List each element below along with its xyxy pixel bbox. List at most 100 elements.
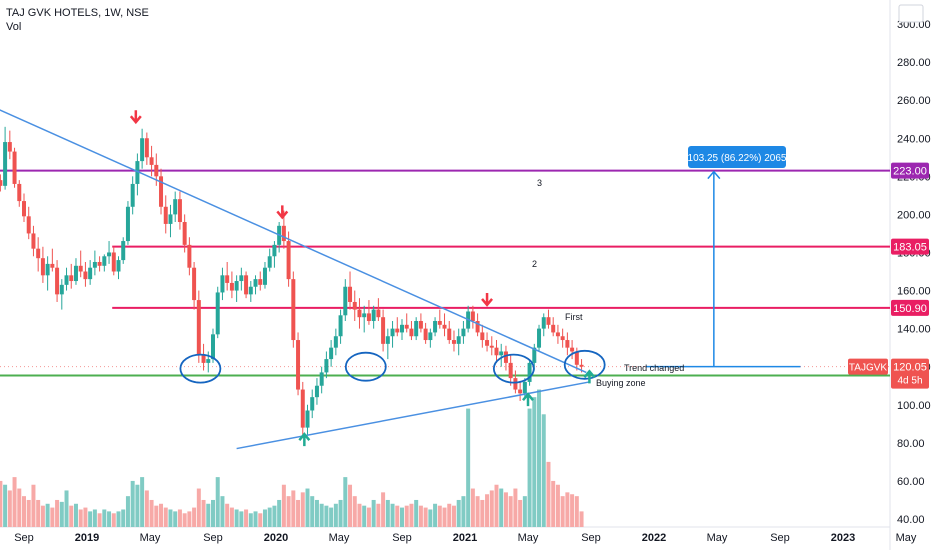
- volume-bar: [192, 507, 197, 527]
- candle-body: [461, 328, 466, 337]
- price-tick-label: 260.00: [897, 95, 931, 107]
- volume-bar: [555, 484, 560, 527]
- candle-body: [17, 183, 22, 202]
- volume-bar: [366, 507, 371, 527]
- symbol-tag: [848, 358, 888, 375]
- volume-bar: [376, 503, 381, 527]
- volume-bar: [348, 484, 353, 527]
- candle-body: [300, 389, 305, 428]
- volume-bar: [579, 511, 584, 527]
- volume-bar: [262, 509, 267, 527]
- candle-body: [565, 340, 570, 348]
- volume-bar: [277, 499, 282, 527]
- volume-bar: [570, 494, 575, 527]
- candle-body: [475, 321, 480, 333]
- volume-bar: [291, 490, 296, 527]
- symbol-label: TAJGVK: [849, 363, 887, 374]
- volume-bar: [36, 499, 41, 527]
- volume-bar: [182, 513, 187, 527]
- volume-bar: [187, 511, 192, 527]
- volume-bar: [494, 484, 499, 527]
- candle-body: [229, 282, 234, 291]
- candle-body: [149, 157, 154, 165]
- price-tick-label: 280.00: [897, 57, 931, 69]
- candle-body: [192, 267, 197, 301]
- trendline-ascending-support[interactable]: [236, 381, 590, 450]
- time-tick-label: Sep: [392, 532, 412, 544]
- time-tick-label: May: [896, 532, 917, 544]
- up-arrow-icon: [583, 369, 596, 384]
- candle-body: [253, 279, 258, 287]
- volume-bar: [135, 484, 140, 527]
- volume-bar: [574, 496, 579, 527]
- candle-body: [88, 267, 93, 280]
- volume-bar: [111, 513, 116, 527]
- candle-body: [489, 345, 494, 348]
- candle-body: [206, 359, 211, 363]
- time-tick-label: 2022: [642, 532, 666, 544]
- measure-label-box[interactable]: [688, 146, 786, 168]
- candle-body: [144, 138, 149, 158]
- time-tick-label: Sep: [581, 532, 601, 544]
- volume-bar: [362, 505, 367, 527]
- candle-body: [36, 248, 41, 259]
- level-price-tag-223.00: [891, 162, 929, 179]
- volume-bar: [395, 505, 400, 527]
- candle-body: [234, 281, 239, 291]
- candle-body: [343, 286, 348, 316]
- volume-bar: [381, 492, 386, 527]
- candle-body: [130, 183, 135, 207]
- volume-bar: [7, 490, 12, 527]
- volume-bar: [522, 496, 527, 527]
- annotation-trend-changed: Trend changed: [624, 363, 684, 373]
- volume-bar: [248, 513, 253, 527]
- candle-body: [319, 372, 324, 386]
- volume-bar: [83, 507, 88, 527]
- volume-bar: [305, 488, 310, 527]
- volume-bar: [154, 505, 159, 527]
- level-price-label: 223.00: [893, 166, 927, 178]
- currency-box[interactable]: [898, 4, 924, 23]
- volume-bar: [201, 499, 206, 527]
- candle-body: [73, 265, 78, 282]
- volume-bar: [551, 480, 556, 527]
- volume-bar: [45, 503, 50, 527]
- candle-body: [338, 315, 343, 337]
- highlight-circle: [492, 353, 535, 384]
- volume-bar: [234, 509, 239, 527]
- time-tick-label: May: [518, 532, 539, 544]
- volume-bar: [168, 509, 173, 527]
- volume-bar: [329, 507, 334, 527]
- candle-body: [59, 284, 64, 295]
- candle-body: [121, 241, 126, 261]
- trendline-descending-resistance[interactable]: [0, 93, 587, 374]
- volume-bar: [546, 461, 551, 527]
- volume-bar: [159, 503, 164, 527]
- candle-body: [414, 321, 419, 337]
- volume-bar: [102, 509, 107, 527]
- candle-body: [3, 142, 8, 186]
- volume-bar: [442, 507, 447, 527]
- candle-body: [423, 328, 428, 341]
- volume-bar: [196, 488, 201, 527]
- volume-bar: [314, 499, 319, 527]
- volume-bar: [177, 509, 182, 527]
- volume-bar: [461, 496, 466, 527]
- candle-body: [385, 336, 390, 344]
- time-tick-label: May: [707, 532, 728, 544]
- candle-body: [451, 340, 456, 344]
- volume-bar: [281, 484, 286, 527]
- candle-body: [480, 332, 485, 341]
- volume-bar: [418, 505, 423, 527]
- level-price-tag-183.05: [891, 238, 929, 255]
- volume-bar: [447, 503, 452, 527]
- candle-body: [281, 225, 286, 242]
- volume-bar: [17, 488, 22, 527]
- time-tick-label: 2020: [264, 532, 288, 544]
- candle-body: [305, 410, 310, 428]
- candle-body: [537, 328, 542, 348]
- candle-body: [395, 328, 400, 333]
- candle-body: [107, 252, 112, 257]
